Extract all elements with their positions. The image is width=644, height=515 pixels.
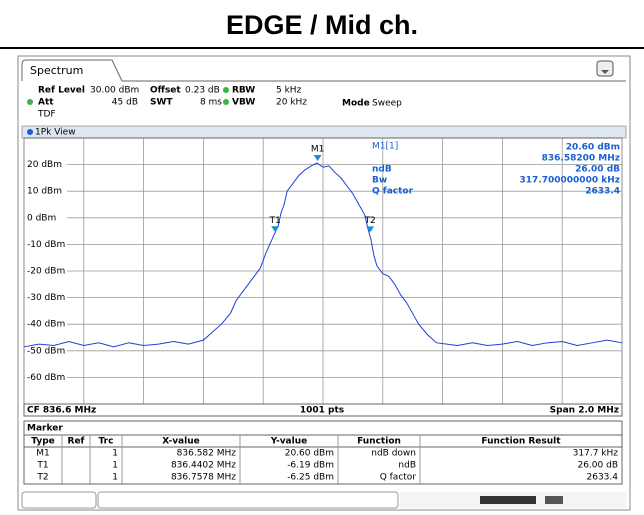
tick-label-bg (25, 239, 67, 250)
y-tick-label: 20 dBm (27, 160, 62, 170)
marker (271, 226, 280, 233)
marker-info-value: 20.60 dBm (566, 143, 620, 153)
setting-value: 45 dB (112, 98, 138, 108)
table-cell: 836.7578 MHz (171, 473, 236, 483)
table-cell: ndB down (371, 449, 416, 459)
setting-value: 8 ms (200, 98, 222, 108)
indicator (223, 99, 229, 105)
table-cell: M1 (36, 449, 50, 459)
trace (23, 162, 623, 348)
tick-label-bg (25, 372, 67, 383)
status-icon (545, 496, 563, 504)
y-tick-label: 0 dBm (27, 213, 56, 223)
table-cell: Q factor (380, 473, 417, 483)
setting-label: RBW (232, 86, 255, 96)
title: EDGE / Mid ch. (226, 10, 418, 40)
setting-label: Att (38, 98, 54, 108)
table-cell: 2633.4 (587, 473, 619, 483)
y-tick-label: -60 dBm (27, 373, 65, 383)
table-cell: T2 (36, 473, 48, 483)
marker-info-label: Q factor (372, 187, 414, 197)
span: Span 2.0 MHz (550, 406, 619, 416)
marker-label: M1 (311, 145, 325, 155)
y-tick-label: 10 dBm (27, 187, 62, 197)
table-cell: ndB (398, 461, 416, 471)
y-tick-label: -30 dBm (27, 293, 65, 303)
tick-label-bg (25, 186, 67, 197)
sweep-points: 1001 pts (300, 406, 344, 416)
table-cell: T1 (36, 461, 48, 471)
setting-value: TDF (37, 110, 56, 120)
table-cell: 1 (112, 461, 118, 471)
marker-info-value: 317.700000000 kHz (520, 176, 620, 186)
tick-label-bg (25, 292, 67, 303)
table-header: Ref (68, 437, 85, 447)
tick-label-bg (25, 345, 67, 356)
tick-label-bg (25, 159, 67, 170)
view-label: 1Pk View (35, 128, 76, 138)
tick-label-bg (25, 319, 67, 330)
progress-bar (480, 496, 536, 504)
table-header: Function Result (481, 437, 561, 447)
y-tick-label: -50 dBm (27, 346, 65, 356)
marker-info-label: ndB (372, 165, 392, 175)
table-cell: 20.60 dBm (285, 449, 334, 459)
table-cell: 836.4402 MHz (171, 461, 236, 471)
status-box (97, 491, 399, 509)
marker-label: T2 (364, 216, 376, 226)
marker-info-value: 26.00 dB (575, 165, 620, 175)
menu-button[interactable] (596, 60, 614, 77)
table-header: Y-value (270, 437, 307, 447)
tab (21, 59, 123, 82)
marker-label: T1 (269, 216, 281, 226)
setting-label: Offset (150, 86, 181, 96)
view-bar (21, 125, 627, 139)
indicator (223, 87, 229, 93)
table-cell: -6.25 dBm (287, 473, 334, 483)
tick-label-bg (25, 266, 67, 276)
setting-value: 5 kHz (276, 86, 302, 96)
marker-info-label: M1[1] (372, 142, 398, 152)
table-header: Type (31, 437, 54, 447)
marker-table-title: Marker (27, 424, 63, 434)
table-cell: 836.582 MHz (177, 449, 237, 459)
setting-value: 30.00 dBm (90, 86, 139, 96)
setting-label: VBW (232, 98, 255, 108)
marker-info-label: Bw (372, 176, 387, 186)
y-tick-label: -40 dBm (27, 320, 65, 330)
setting-label: Mode (342, 99, 370, 109)
marker-info-value: 836.58200 MHz (542, 154, 620, 164)
setting-value: Sweep (372, 99, 402, 109)
table-cell: 1 (112, 449, 118, 459)
setting-value: 20 kHz (276, 98, 307, 108)
center-frequency: CF 836.6 MHz (27, 406, 96, 416)
setting-label: Ref Level (38, 86, 85, 96)
indicator (27, 99, 33, 105)
plot-footer (23, 403, 623, 417)
marker (313, 155, 322, 162)
trace-indicator (27, 129, 33, 135)
y-tick-label: -10 dBm (27, 240, 65, 250)
tab-label: Spectrum (30, 64, 83, 77)
table-header: X-value (162, 437, 199, 447)
tick-label-bg (25, 212, 67, 223)
table-cell: 1 (112, 473, 118, 483)
setting-label: SWT (150, 98, 173, 108)
marker-table (23, 420, 623, 485)
table-cell: -6.19 dBm (287, 461, 334, 471)
table-cell: 317.7 kHz (573, 449, 619, 459)
y-tick-label: -20 dBm (27, 267, 65, 277)
marker (366, 226, 375, 233)
setting-value: 0.23 dB (185, 86, 220, 96)
status-box (21, 491, 97, 509)
table-header: Trc (99, 437, 114, 447)
table-header: Function (357, 437, 401, 447)
menu-icon (601, 70, 609, 74)
table-cell: 26.00 dB (577, 461, 618, 471)
marker-info-value: 2633.4 (585, 187, 620, 197)
